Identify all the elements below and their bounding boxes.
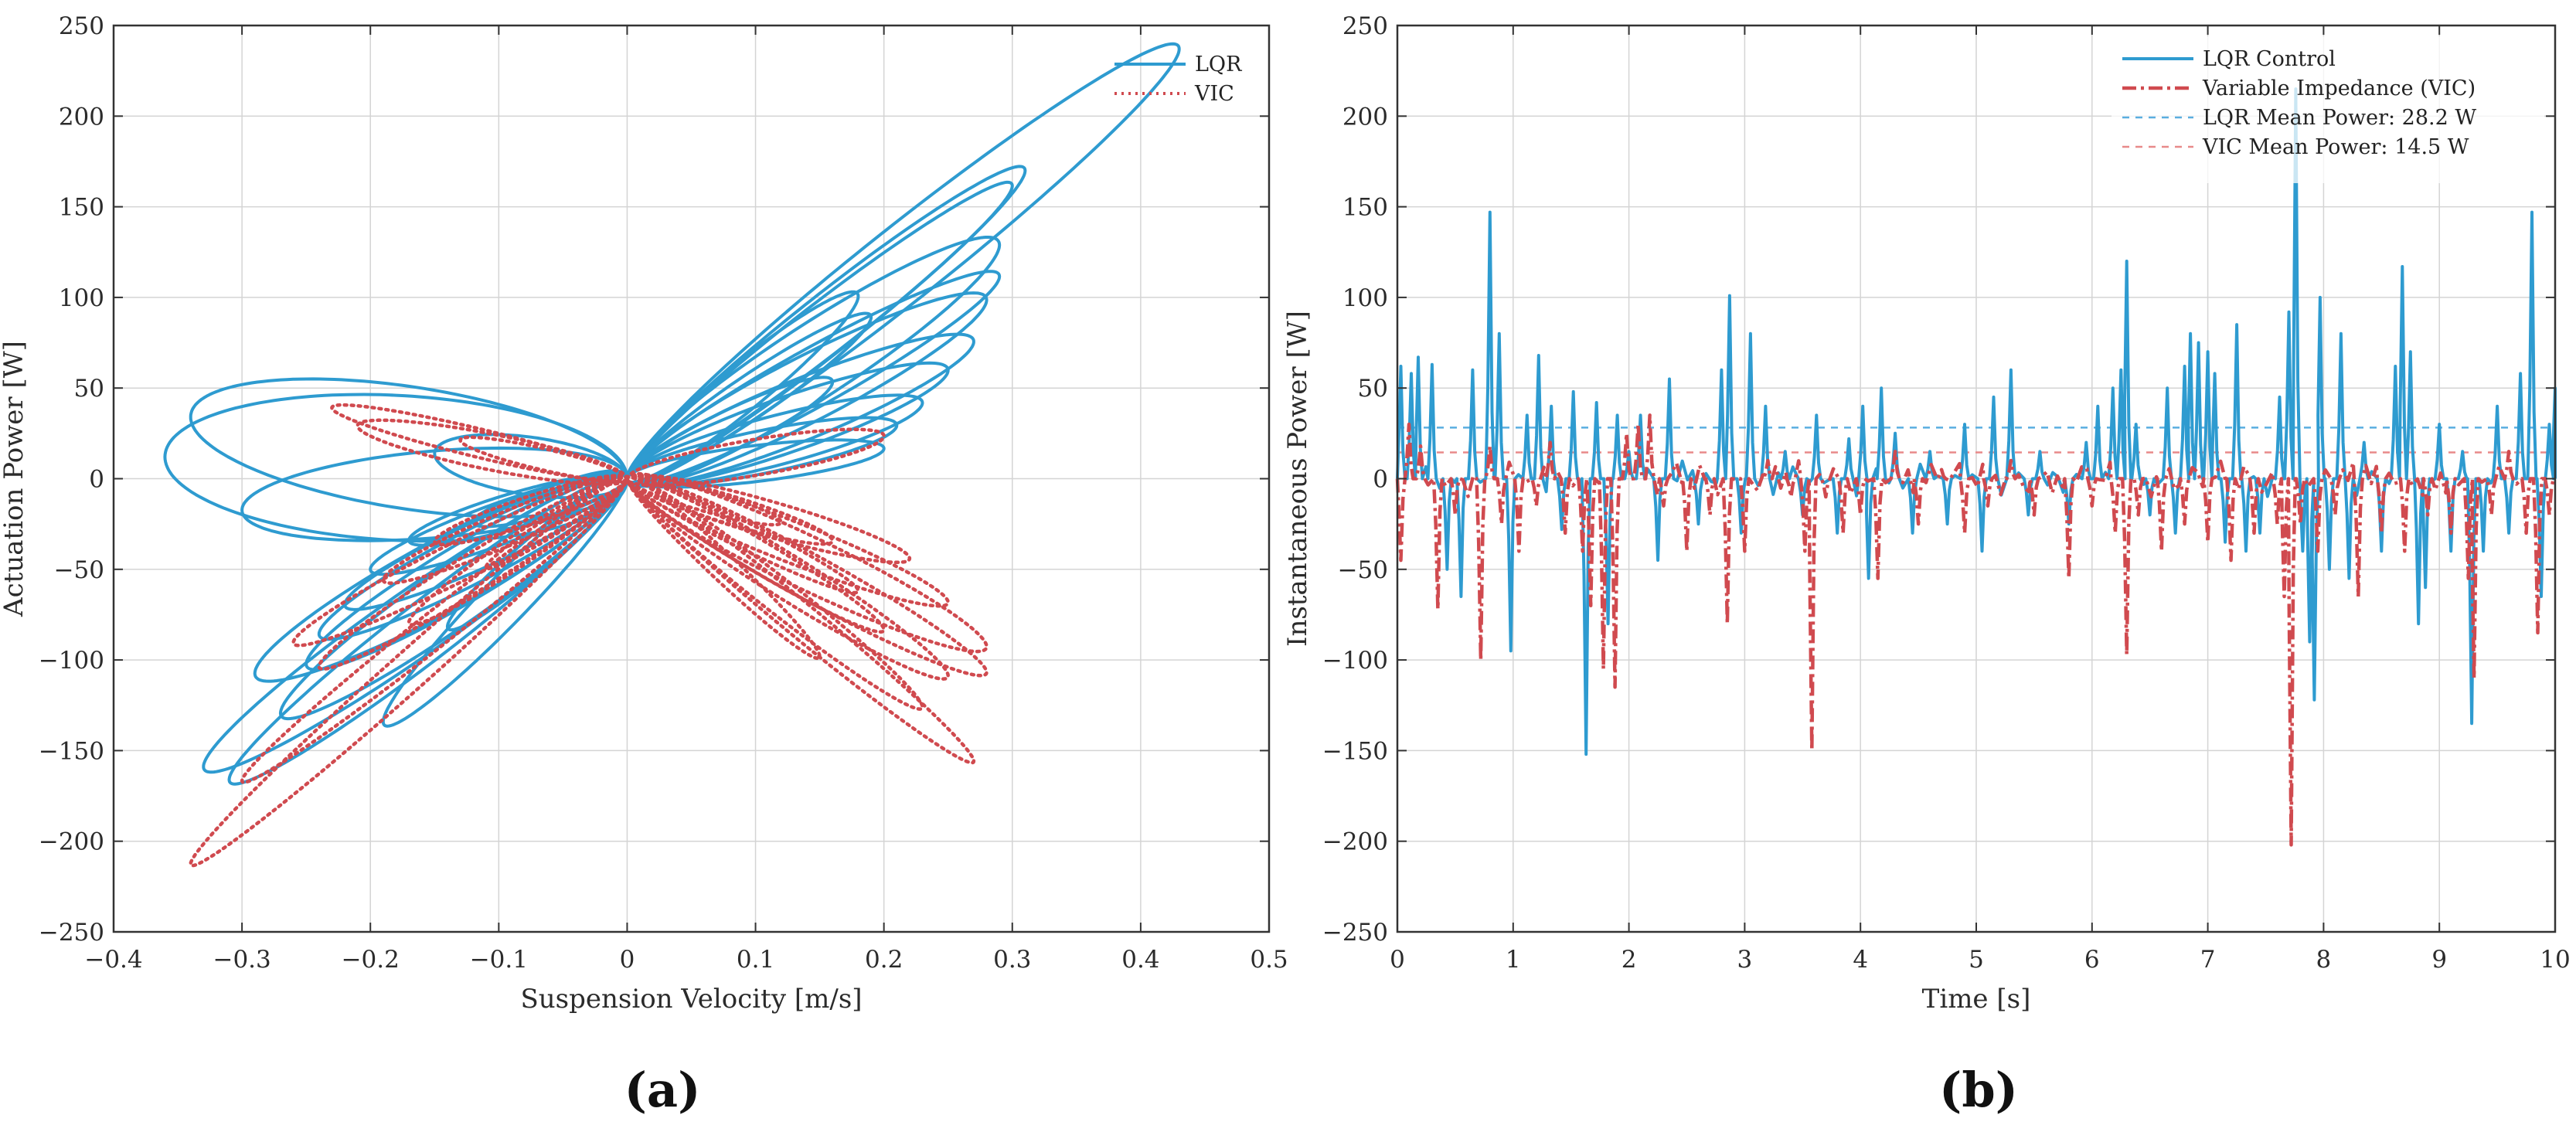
panel-b-caption: (b) bbox=[1939, 1062, 2018, 1118]
panel-a-y-axis-label: Actuation Power [W] bbox=[0, 341, 29, 617]
legend-label-lqr-mean: LQR Mean Power: 28.2 W bbox=[2203, 106, 2476, 130]
loop-trace bbox=[433, 474, 629, 547]
y-tick-label: 100 bbox=[59, 284, 104, 312]
y-tick-label: −50 bbox=[1338, 556, 1388, 584]
legend-label-variable-impedance: Variable Impedance (VIC) bbox=[2202, 76, 2476, 100]
x-tick-label: 5 bbox=[1969, 946, 1984, 974]
loop-trace bbox=[625, 474, 860, 595]
y-tick-label: −200 bbox=[39, 828, 104, 856]
panel-b-x-ticks: 0 1 2 3 4 5 6 7 8 9 10 bbox=[1390, 25, 2571, 974]
series-lqr bbox=[163, 42, 1181, 786]
loop-trace bbox=[625, 474, 886, 634]
panel-a-legend: LQR VIC bbox=[1114, 53, 1242, 106]
legend-label-vic-mean: VIC Mean Power: 14.5 W bbox=[2202, 135, 2469, 159]
panel-b-series bbox=[1395, 87, 2557, 847]
x-tick-label: −0.2 bbox=[342, 946, 400, 974]
loop-trace bbox=[625, 180, 1014, 484]
y-tick-label: −50 bbox=[54, 556, 104, 584]
x-tick-label: 3 bbox=[1737, 946, 1753, 974]
y-tick-label: 50 bbox=[74, 375, 104, 403]
y-tick-label: 150 bbox=[1342, 194, 1388, 222]
x-tick-label: 9 bbox=[2431, 946, 2447, 974]
panel-b-chart: 0 1 2 3 4 5 6 7 8 9 10 −250 −200 −150 −100 −50 0 50 100 15… bbox=[1282, 12, 2571, 1118]
x-tick-label: 7 bbox=[2200, 946, 2216, 974]
panel-a-series bbox=[163, 42, 1181, 868]
loop-trace bbox=[227, 472, 629, 786]
loop-trace bbox=[381, 474, 629, 585]
loop-trace bbox=[278, 471, 629, 721]
series-variable-impedance bbox=[1395, 413, 2556, 847]
y-tick-label: −250 bbox=[1322, 919, 1388, 947]
legend-background bbox=[2112, 36, 2544, 183]
y-tick-label: 50 bbox=[1358, 375, 1388, 403]
y-tick-label: 200 bbox=[59, 103, 104, 131]
y-tick-label: 0 bbox=[89, 466, 104, 494]
x-tick-label: −0.1 bbox=[470, 946, 528, 974]
panel-b-legend: LQR Control Variable Impedance (VIC) LQR… bbox=[2112, 36, 2544, 183]
y-tick-label: 250 bbox=[1342, 12, 1388, 40]
x-tick-label: 4 bbox=[1853, 946, 1868, 974]
series-vic bbox=[189, 403, 989, 868]
x-tick-label: 6 bbox=[2084, 946, 2100, 974]
y-tick-label: 100 bbox=[1342, 284, 1388, 312]
panel-a-x-axis-label: Suspension Velocity [m/s] bbox=[520, 984, 862, 1015]
y-tick-label: 0 bbox=[1373, 466, 1388, 494]
loop-trace bbox=[625, 474, 784, 527]
y-tick-label: −100 bbox=[39, 647, 104, 675]
x-tick-label: 8 bbox=[2316, 946, 2332, 974]
loop-trace bbox=[625, 474, 950, 681]
loop-trace bbox=[625, 291, 989, 488]
loop-trace bbox=[625, 474, 822, 661]
x-tick-label: −0.3 bbox=[213, 946, 271, 974]
x-tick-label: 0.5 bbox=[1250, 946, 1288, 974]
loop-trace bbox=[291, 474, 629, 648]
loop-trace bbox=[240, 475, 629, 784]
y-tick-label: −100 bbox=[1322, 647, 1388, 675]
y-tick-label: −200 bbox=[1322, 828, 1388, 856]
panel-b-y-ticks: −250 −200 −150 −100 −50 0 50 100 150 200 250 bbox=[1322, 12, 2555, 947]
loop-trace bbox=[625, 376, 835, 485]
y-tick-label: 250 bbox=[59, 12, 104, 40]
y-tick-label: −150 bbox=[39, 737, 104, 765]
loop-trace bbox=[625, 471, 989, 654]
panel-b-x-axis-label: Time [s] bbox=[1922, 984, 2031, 1015]
panel-a-x-ticks: −0.4 −0.3 −0.2 −0.1 0 0.1 0.2 0.3 0.4 0.5 bbox=[84, 25, 1288, 974]
x-tick-label: 2 bbox=[1621, 946, 1637, 974]
panel-b-y-axis-label: Instantaneous Power [W] bbox=[1282, 311, 1313, 647]
panel-a-y-ticks: −250 −200 −150 −100 −50 0 50 100 150 200 250 bbox=[39, 12, 1269, 947]
y-tick-label: 150 bbox=[59, 194, 104, 222]
y-tick-label: 200 bbox=[1342, 103, 1388, 131]
loop-trace bbox=[330, 403, 629, 484]
loop-trace bbox=[407, 474, 629, 627]
panel-a-caption: (a) bbox=[624, 1062, 701, 1118]
loop-trace bbox=[625, 311, 873, 484]
x-tick-label: 0 bbox=[1390, 946, 1405, 974]
x-tick-label: 0.4 bbox=[1121, 946, 1159, 974]
loop-trace bbox=[356, 418, 629, 487]
x-tick-label: 0.3 bbox=[993, 946, 1031, 974]
legend-label-lqr: LQR bbox=[1195, 53, 1242, 76]
panel-a-chart: −0.4 −0.3 −0.2 −0.1 0 0.1 0.2 0.3 0.4 0.5 −250 −20… bbox=[0, 12, 1288, 1118]
loop-trace bbox=[317, 474, 629, 671]
series-lqr-control bbox=[1396, 87, 2557, 756]
x-tick-label: 0.2 bbox=[865, 946, 903, 974]
x-tick-label: −0.4 bbox=[84, 946, 142, 974]
x-tick-label: 10 bbox=[2540, 946, 2570, 974]
loop-trace bbox=[625, 427, 886, 488]
loop-trace bbox=[458, 435, 629, 484]
loop-trace bbox=[484, 475, 629, 571]
legend-label-lqr-control: LQR Control bbox=[2203, 47, 2336, 71]
loop-trace bbox=[625, 290, 860, 485]
loop-trace bbox=[625, 361, 950, 488]
x-tick-label: 0.1 bbox=[737, 946, 774, 974]
y-tick-label: −150 bbox=[1322, 737, 1388, 765]
y-tick-label: −250 bbox=[39, 919, 104, 947]
legend-label-vic: VIC bbox=[1194, 82, 1234, 106]
x-tick-label: 0 bbox=[620, 946, 635, 974]
x-tick-label: 1 bbox=[1506, 946, 1521, 974]
